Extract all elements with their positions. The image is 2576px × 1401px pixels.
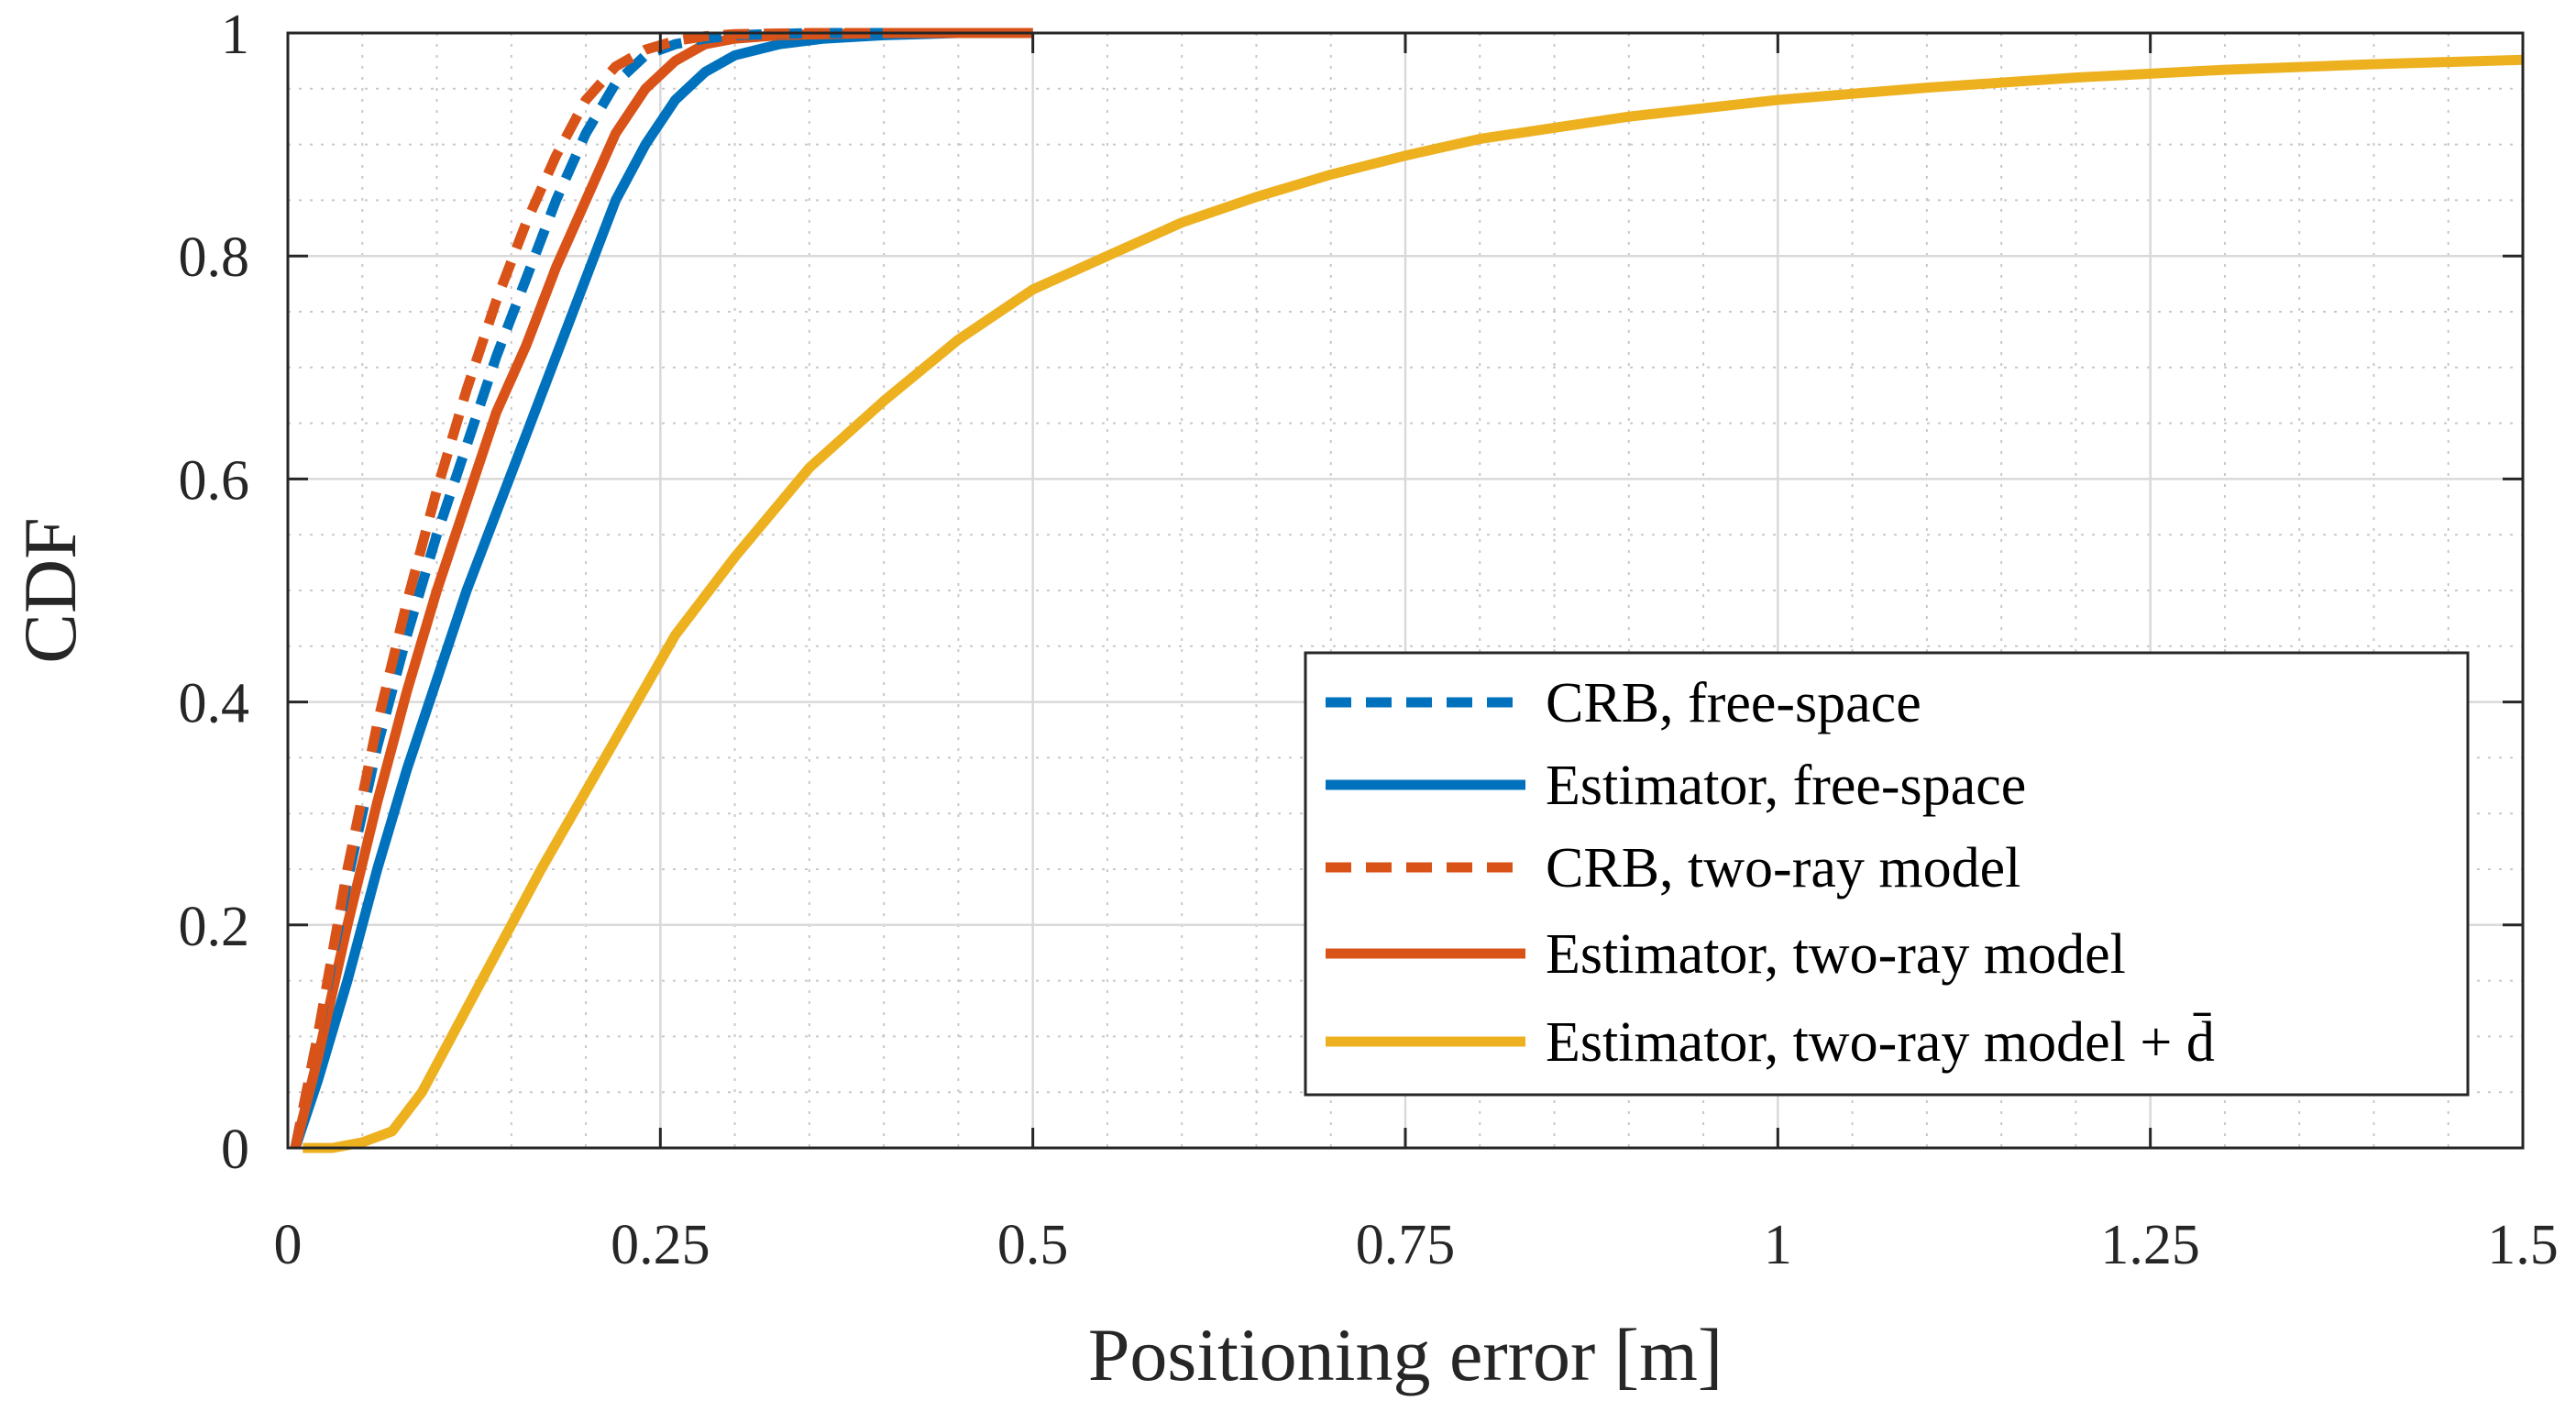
legend: CRB, free-space Estimator, free-space CRB,… bbox=[1304, 651, 2470, 1097]
x-tick-label: 1.25 bbox=[2100, 1214, 2200, 1276]
y-tick-label: 0.8 bbox=[179, 226, 250, 289]
x-tick-label: 1.5 bbox=[2487, 1214, 2559, 1276]
legend-label-3: Estimator, two-ray model bbox=[1546, 923, 2126, 986]
axis-ticks bbox=[286, 31, 2525, 1150]
x-axis-label: Positioning error [m] bbox=[1088, 1313, 1723, 1396]
legend-label-0: CRB, free-space bbox=[1546, 672, 1921, 734]
legend-label-4: Estimator, two-ray model + d̄ bbox=[1546, 1011, 2215, 1074]
x-tick-label: 0 bbox=[274, 1214, 303, 1276]
x-tick-label: 0.5 bbox=[997, 1214, 1069, 1276]
legend-box bbox=[1304, 651, 2470, 1097]
legend-label-1: Estimator, free-space bbox=[1546, 755, 2026, 817]
y-axis-label: CDF bbox=[8, 517, 92, 664]
x-tick-label: 0.25 bbox=[611, 1214, 710, 1276]
x-tick-label: 1 bbox=[1764, 1214, 1792, 1276]
legend-label-2: CRB, two-ray model bbox=[1546, 837, 2020, 899]
tick-labels: 0 0.25 0.5 0.75 1 1.25 1.5 0 0.2 0.4 0.6 0.8 1 bbox=[179, 4, 2559, 1276]
y-tick-label: 0 bbox=[221, 1119, 249, 1181]
y-tick-label: 0.6 bbox=[179, 449, 250, 512]
x-tick-label: 0.75 bbox=[1356, 1214, 1456, 1276]
series-line-4 bbox=[303, 54, 2524, 1153]
y-tick-label: 1 bbox=[221, 4, 249, 66]
series-line-1 bbox=[290, 28, 1033, 1150]
series-layer bbox=[290, 28, 2524, 1153]
y-tick-label: 0.2 bbox=[179, 896, 250, 958]
series-line-2 bbox=[290, 28, 885, 1150]
y-tick-label: 0.4 bbox=[179, 673, 250, 735]
